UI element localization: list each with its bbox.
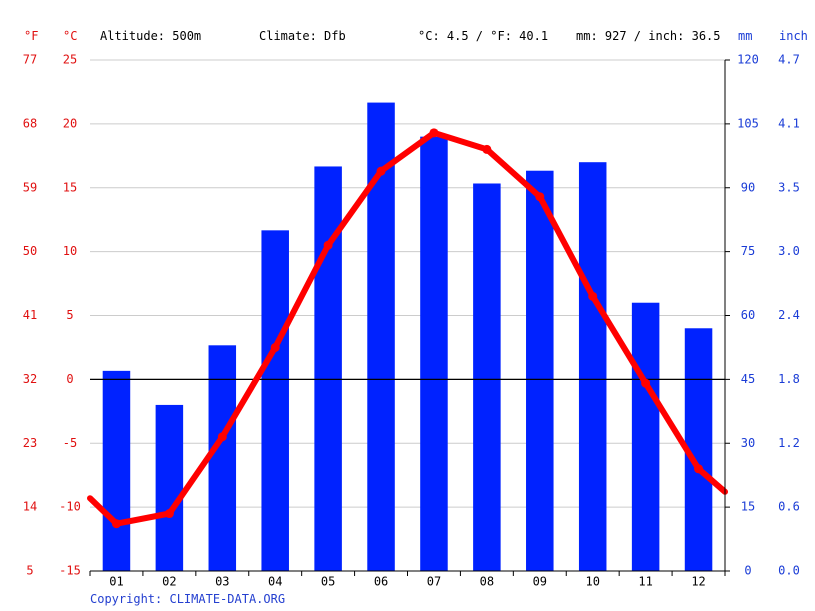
average-temperature-label: °C: 4.5 / °F: 40.1 [418,29,549,43]
inch-unit-label: inch [779,29,808,43]
precipitation-total-label: mm: 927 / inch: 36.5 [576,29,721,43]
mm-tick-label: 0 [744,564,751,578]
inch-tick-label: 4.1 [778,116,800,130]
celsius-tick-label: 10 [63,244,77,258]
temperature-point [376,166,386,176]
precipitation-bar [155,404,184,571]
fahrenheit-tick-label: 77 [23,53,37,67]
temperature-line [87,128,728,529]
precipitation-bar [578,162,607,571]
inch-tick-label: 4.7 [778,53,800,67]
precipitation-bar [102,370,131,571]
inch-tick-label: 1.2 [778,436,800,450]
grid-lines [90,59,725,508]
month-tick-label: 09 [533,575,547,589]
temperature-point [270,342,280,352]
celsius-tick-label: 15 [63,180,77,194]
temperature-series-line [87,129,728,527]
temperature-point [694,464,704,474]
precipitation-bar [208,345,237,571]
month-tick-label: 12 [691,575,705,589]
copyright-text: Copyright: CLIMATE-DATA.ORG [90,592,286,606]
fahrenheit-tick-label: 41 [23,308,37,322]
inch-tick-label: 0.6 [778,500,800,514]
celsius-tick-label: -5 [63,436,77,450]
fahrenheit-unit-label: °F [24,29,39,43]
precipitation-bars [102,102,713,572]
mm-unit-label: mm [738,29,753,43]
inch-tick-label: 1.8 [778,372,800,386]
month-tick-label: 08 [480,575,494,589]
month-tick-label: 07 [427,575,441,589]
month-tick-label: 06 [374,575,388,589]
fahrenheit-tick-label: 23 [23,436,37,450]
temperature-point [482,144,492,154]
month-tick-label: 03 [215,575,229,589]
month-tick-label: 02 [162,575,176,589]
celsius-tick-label: 5 [66,308,73,322]
mm-tick-label: 60 [741,308,755,322]
celsius-tick-label: -15 [59,564,81,578]
month-tick-label: 10 [585,575,599,589]
month-tick-label: 04 [268,575,282,589]
temperature-point [323,240,333,250]
precipitation-bar [631,302,660,571]
mm-tick-label: 120 [737,53,759,67]
precipitation-bar [526,170,554,571]
precipitation-bar [261,230,289,572]
month-tick-label: 05 [321,575,335,589]
celsius-tick-label: 25 [63,53,77,67]
temperature-point [111,519,121,529]
fahrenheit-tick-label: 50 [23,244,37,258]
temperature-point [429,128,439,138]
month-tick-label: 11 [638,575,652,589]
mm-tick-label: 90 [741,180,755,194]
inch-tick-label: 3.0 [778,244,800,258]
temperature-point [217,432,227,442]
month-tick-label: 01 [109,575,123,589]
mm-tick-label: 15 [741,500,755,514]
celsius-tick-label: -10 [59,500,81,514]
mm-tick-label: 45 [741,372,755,386]
fahrenheit-tick-label: 59 [23,180,37,194]
celsius-tick-label: 0 [66,372,73,386]
precipitation-bar [420,136,448,571]
temperature-point [164,509,174,519]
fahrenheit-tick-label: 32 [23,372,37,386]
mm-tick-label: 75 [741,244,755,258]
fahrenheit-tick-label: 14 [23,500,37,514]
celsius-tick-label: 20 [63,116,77,130]
temperature-point [588,291,598,301]
inch-tick-label: 2.4 [778,308,800,322]
axes [89,59,730,576]
fahrenheit-tick-label: 68 [23,116,37,130]
temperature-point [641,378,651,388]
precipitation-bar [473,183,501,571]
temperature-point [535,192,545,202]
climate-label: Climate: Dfb [259,29,346,43]
celsius-unit-label: °C [63,29,78,43]
tick-labels: 77 25 120 4.768 20 105 4.159 15 90 3.550 10 75 3.041… [23,53,800,589]
altitude-label: Altitude: 500m [100,29,202,43]
fahrenheit-tick-label: 5 [26,564,33,578]
mm-tick-label: 30 [741,436,755,450]
mm-tick-label: 105 [737,116,759,130]
inch-tick-label: 0.0 [778,564,800,578]
inch-tick-label: 3.5 [778,180,800,194]
